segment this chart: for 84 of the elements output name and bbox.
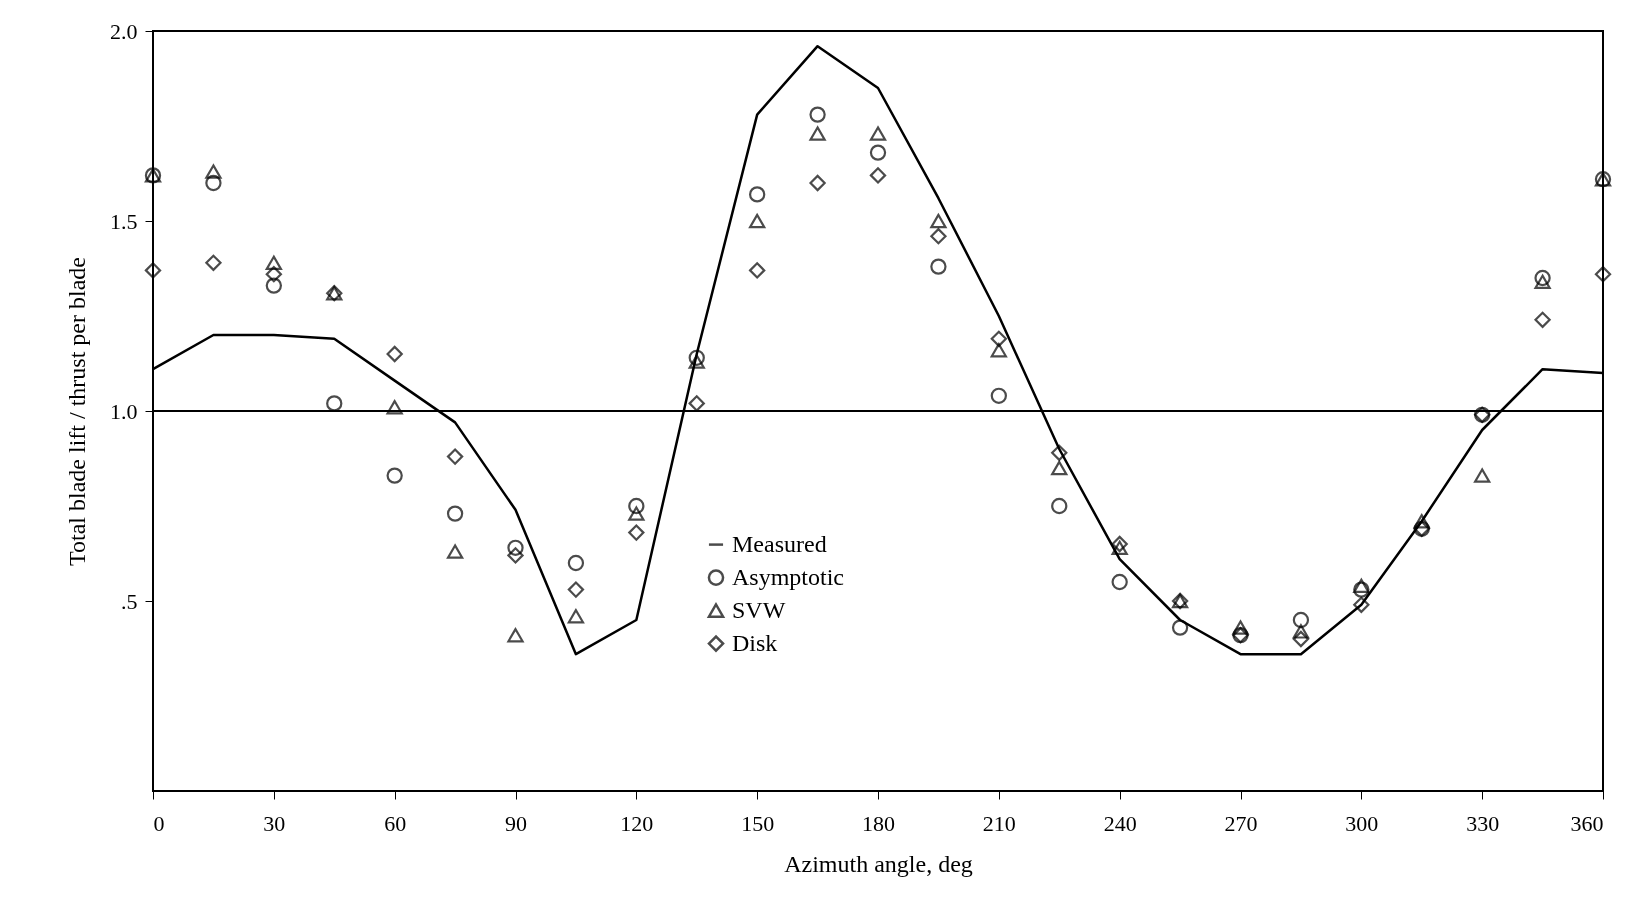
point xyxy=(930,258,947,275)
point xyxy=(1111,573,1128,591)
point xyxy=(265,277,282,294)
point xyxy=(1353,596,1370,613)
point xyxy=(628,497,645,515)
legend-label: Asymptotic xyxy=(732,563,844,590)
x-tick-label: 180 xyxy=(862,810,895,836)
point xyxy=(869,167,887,184)
x-tick-label: 90 xyxy=(505,810,527,836)
point xyxy=(809,126,826,141)
point xyxy=(1534,311,1551,328)
point xyxy=(809,106,826,123)
point xyxy=(1051,460,1068,476)
point xyxy=(1111,535,1128,553)
point xyxy=(1413,513,1430,529)
point xyxy=(265,255,282,271)
point xyxy=(507,627,524,643)
point xyxy=(688,395,705,412)
point xyxy=(144,262,162,279)
point xyxy=(567,608,585,624)
point xyxy=(567,554,585,572)
point xyxy=(1051,497,1068,515)
point xyxy=(386,345,403,363)
point xyxy=(446,448,464,465)
point xyxy=(205,174,222,192)
point xyxy=(507,539,524,556)
point xyxy=(1232,620,1249,635)
point xyxy=(1292,611,1310,629)
x-tick-label: 0 xyxy=(153,810,165,836)
point xyxy=(386,467,403,484)
point xyxy=(628,506,645,521)
point xyxy=(1292,630,1310,648)
point xyxy=(205,254,222,271)
y-tick-label: 1.5 xyxy=(110,208,138,234)
y-tick-label: 2.0 xyxy=(110,18,138,44)
point xyxy=(1594,266,1612,283)
legend-label: SVW xyxy=(732,596,786,623)
point xyxy=(1111,540,1128,556)
point xyxy=(688,349,705,366)
point xyxy=(386,399,403,415)
point xyxy=(628,524,645,541)
point xyxy=(265,266,282,283)
legend-label: Disk xyxy=(732,629,778,656)
y-tick-label: .5 xyxy=(121,588,138,614)
point xyxy=(205,164,222,179)
x-tick-label: 120 xyxy=(620,810,654,836)
point xyxy=(749,186,766,203)
point xyxy=(869,126,887,141)
point xyxy=(809,174,826,192)
x-tick-label: 270 xyxy=(1224,810,1258,836)
point xyxy=(869,144,887,161)
x-tick-label: 60 xyxy=(384,810,407,836)
point xyxy=(1534,269,1551,287)
point xyxy=(567,581,585,598)
point xyxy=(1292,624,1310,639)
point xyxy=(1051,444,1068,461)
point xyxy=(446,544,464,559)
y-tick-label: 1.0 xyxy=(110,398,138,424)
point xyxy=(1534,274,1551,290)
x-axis-title: Azimuth angle, deg xyxy=(784,850,973,877)
y-axis-title: Total blade lift / thrust per blade xyxy=(64,257,90,566)
point xyxy=(446,505,464,522)
point xyxy=(1171,619,1189,636)
x-tick-label: 300 xyxy=(1345,810,1379,836)
point xyxy=(990,330,1007,347)
point xyxy=(326,395,343,412)
legend-label: Measured xyxy=(732,530,827,557)
point xyxy=(930,213,947,229)
point xyxy=(990,387,1007,404)
point xyxy=(990,342,1007,358)
x-tick-label: 210 xyxy=(982,810,1016,836)
x-tick-label: 150 xyxy=(741,810,775,836)
x-tick-label: 30 xyxy=(263,810,286,836)
point xyxy=(1353,578,1370,594)
x-tick-label: 330 xyxy=(1466,810,1500,836)
x-tick-label: 240 xyxy=(1103,810,1137,836)
point xyxy=(1353,581,1370,598)
point xyxy=(507,547,524,564)
point xyxy=(1474,468,1491,483)
point xyxy=(749,213,766,229)
point xyxy=(688,354,705,369)
point xyxy=(749,262,766,279)
point xyxy=(930,228,947,245)
x-tick-label: 360 xyxy=(1570,810,1604,836)
